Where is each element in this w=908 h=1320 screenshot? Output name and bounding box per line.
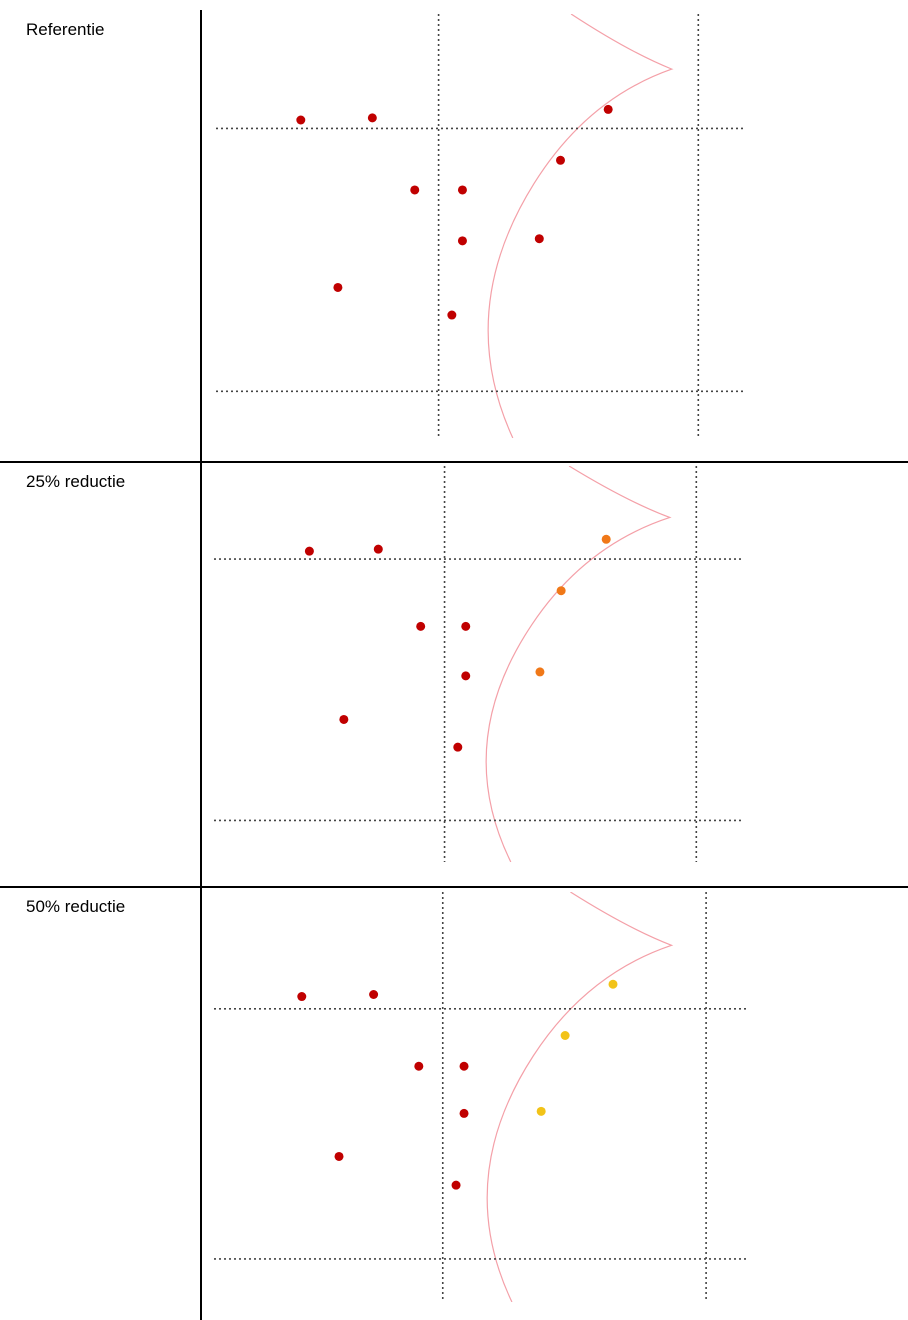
scatter-point-1 [373, 544, 383, 554]
boundary-curve [485, 466, 672, 862]
plot-referentie [216, 14, 746, 438]
scatter-point-3 [556, 586, 566, 596]
scatter-point-7 [535, 667, 545, 677]
boundary-curve [486, 892, 674, 1302]
scatter-point-6 [459, 1108, 469, 1118]
scatter-point-6 [457, 236, 467, 246]
table-row-referentie: Referentie [0, 10, 908, 461]
scatter-point-4 [410, 185, 420, 195]
scatter-point-9 [453, 742, 463, 752]
plot-50-reductie [214, 892, 746, 1302]
scatter-point-7 [536, 1106, 546, 1116]
row-label: 25% reductie [26, 472, 126, 491]
table-row-25-reductie: 25% reductie [0, 462, 908, 886]
scatter-point-3 [556, 155, 565, 165]
scatter-point-1 [369, 990, 379, 999]
scatter-point-5 [461, 621, 471, 631]
scatter-point-5 [459, 1061, 469, 1071]
scatter-point-7 [534, 234, 544, 244]
scatter-point-4 [414, 1061, 424, 1071]
scatter-point-2 [603, 104, 613, 114]
scatter-point-0 [296, 115, 306, 125]
table-row-divider-1 [0, 461, 908, 463]
row-label: Referentie [26, 20, 105, 39]
plot-25-reductie [214, 466, 744, 862]
table-row-divider-2 [0, 886, 908, 888]
row-label: 50% reductie [26, 897, 126, 916]
scatter-point-4 [416, 621, 426, 631]
scatter-point-6 [461, 671, 471, 681]
scatter-point-9 [447, 310, 457, 320]
scatter-point-8 [334, 1151, 344, 1161]
scatter-point-5 [457, 185, 467, 195]
scatter-point-3 [560, 1031, 570, 1040]
scatter-point-8 [339, 714, 349, 724]
scatter-point-2 [601, 534, 611, 544]
table-column-divider [200, 10, 202, 1320]
scatter-point-0 [304, 546, 314, 556]
boundary-curve [487, 14, 674, 438]
scatter-point-8 [333, 282, 343, 292]
scatter-point-1 [367, 113, 377, 123]
table-row-50-reductie: 50% reductie [0, 887, 908, 1320]
scatter-point-0 [297, 992, 307, 1002]
scatter-point-2 [608, 979, 618, 989]
scatter-point-9 [451, 1180, 461, 1190]
